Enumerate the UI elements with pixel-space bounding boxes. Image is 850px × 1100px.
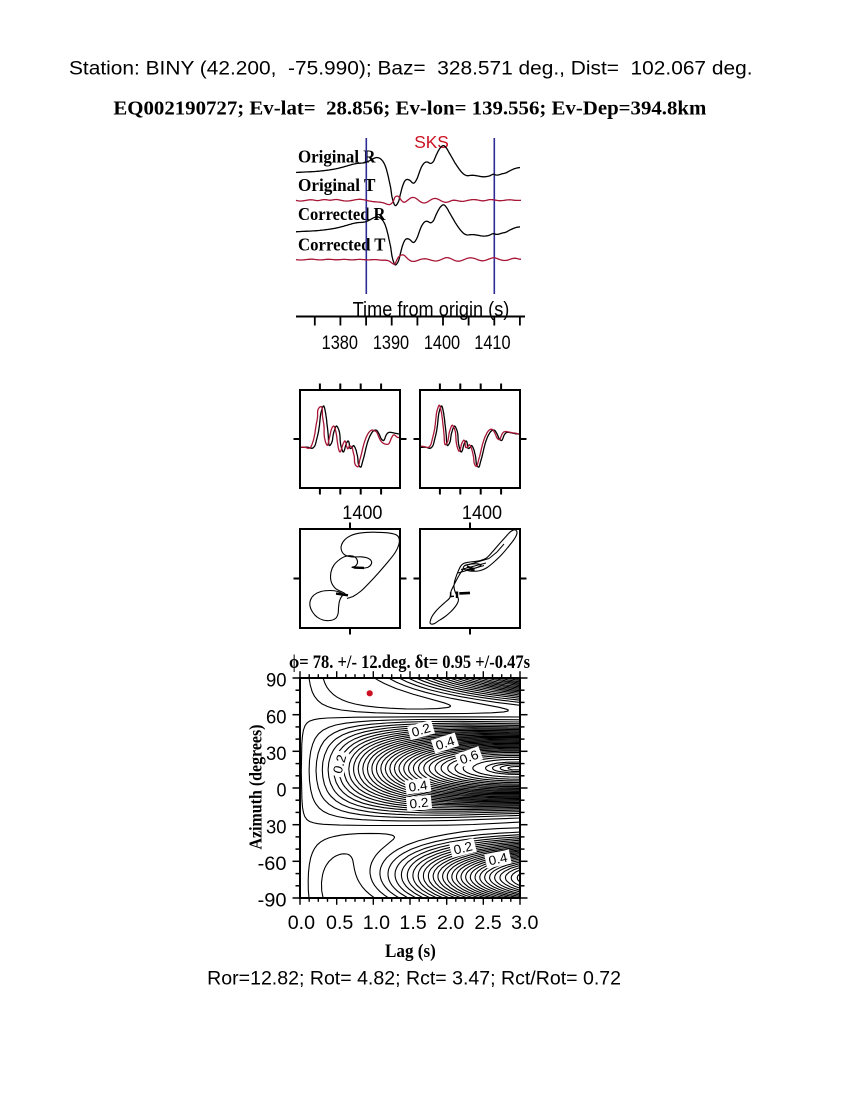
svg-text:Ror=12.82; Rot= 4.82; Rct= 3.4: Ror=12.82; Rot= 4.82; Rct= 3.47; Rct/Rot…	[207, 969, 621, 990]
svg-text:0.2: 0.2	[452, 838, 474, 857]
svg-text:0.4: 0.4	[434, 733, 457, 753]
svg-text:2.5: 2.5	[474, 913, 501, 934]
svg-text:1400: 1400	[342, 503, 382, 524]
svg-text:Time from origin (s): Time from origin (s)	[353, 299, 510, 321]
svg-text:0.4: 0.4	[408, 777, 429, 794]
svg-text:1380: 1380	[322, 333, 358, 354]
svg-text:Corrected R: Corrected R	[298, 204, 386, 224]
svg-text:1.0: 1.0	[363, 913, 390, 934]
svg-text:0.2: 0.2	[410, 720, 432, 740]
svg-text:1400: 1400	[462, 503, 502, 524]
svg-text:EQ002190727; Ev-lat= 28.856;: EQ002190727; Ev-lat= 28.856; Ev-lon= 139…	[113, 98, 706, 120]
svg-text:1410: 1410	[474, 333, 510, 354]
svg-text:-90: -90	[258, 891, 287, 912]
svg-text:1390: 1390	[373, 333, 409, 354]
svg-text:1400: 1400	[424, 333, 460, 354]
svg-text:90: 90	[266, 671, 287, 692]
svg-text:0: 0	[277, 781, 287, 802]
svg-text:0.0: 0.0	[288, 913, 315, 934]
svg-text:ϕ= 78. +/- 12.deg. δt= 0.95 +/: ϕ= 78. +/- 12.deg. δt= 0.95 +/-0.47s	[289, 652, 530, 673]
svg-text:3.0: 3.0	[511, 913, 538, 934]
svg-text:Original T: Original T	[298, 175, 376, 195]
svg-text:Lag (s): Lag (s)	[385, 941, 436, 962]
svg-text:1.5: 1.5	[399, 913, 426, 934]
svg-text:0.2: 0.2	[409, 795, 429, 812]
svg-text:0.2: 0.2	[330, 753, 349, 775]
svg-text:60: 60	[266, 707, 287, 728]
svg-text:2.0: 2.0	[437, 913, 464, 934]
svg-text:0.6: 0.6	[458, 747, 481, 768]
svg-text:Original R: Original R	[298, 146, 376, 166]
svg-text:Station: BINY (42.200, -75.99: Station: BINY (42.200, -75.990); Baz= 32…	[69, 59, 753, 80]
svg-text:30: 30	[266, 817, 287, 838]
svg-text:0.4: 0.4	[487, 850, 509, 869]
svg-text:Azimuth (degrees): Azimuth (degrees)	[246, 724, 266, 849]
svg-text:30: 30	[266, 744, 287, 765]
svg-text:0.5: 0.5	[326, 913, 353, 934]
svg-text:-60: -60	[258, 854, 287, 875]
svg-text:SKS: SKS	[414, 132, 449, 152]
svg-text:Corrected T: Corrected T	[298, 235, 386, 255]
